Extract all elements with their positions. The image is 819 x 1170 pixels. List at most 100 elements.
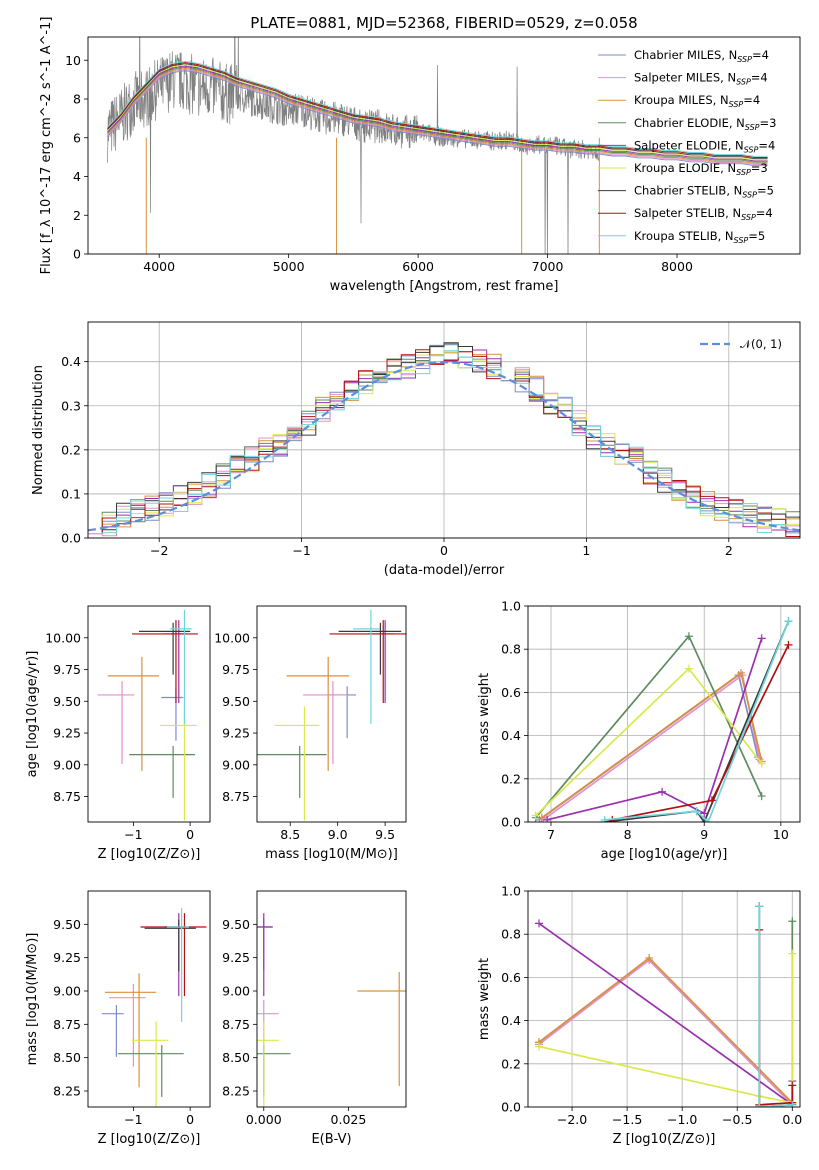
- x-tick-label: 9: [700, 827, 708, 842]
- model-spectrum-line: [107, 67, 768, 164]
- y-axis-label: mass [log10(M/M⊙)]: [25, 933, 40, 1066]
- x-tick-label: 8.5: [280, 827, 300, 842]
- mass-weight-marker: [543, 815, 552, 822]
- y-tick-label: 0.3: [61, 398, 81, 413]
- y-tick-label: 0.8: [501, 642, 521, 657]
- ticks-age_vs_Z: −1 0 8.75 9.00 9.25 9.50 9.75 10.00: [45, 630, 194, 842]
- y-tick-label: 8.25: [53, 1084, 81, 1099]
- legend-label: Salpeter MILES, NSSP=4: [634, 71, 768, 87]
- model-spectrum-line: [107, 65, 768, 162]
- mass-weight-line: [538, 958, 793, 1106]
- normal-curve: [88, 360, 800, 532]
- legend-label: Salpeter ELODIE, NSSP=4: [634, 138, 775, 154]
- y-tick-label: 6: [73, 130, 81, 145]
- model-spectrum-line: [107, 69, 768, 165]
- y-tick-label: 0: [73, 247, 81, 262]
- x-tick-label: 0.025: [331, 1112, 367, 1127]
- x-axis-label: Z [log10(Z/Z⊙)]: [613, 1132, 716, 1147]
- mass-weight-marker: [535, 1042, 544, 1051]
- plot-area-age_vs_mass: [257, 609, 406, 821]
- y-axis-label: age [log10(age/yr)]: [25, 651, 40, 778]
- mass-weight-marker: [784, 640, 793, 649]
- residual-legend: 𝒩(0, 1): [700, 337, 782, 351]
- mass-weight-marker: [755, 902, 764, 911]
- y-tick-label: 9.00: [222, 984, 250, 999]
- y-tick-label: 0.4: [501, 1013, 521, 1028]
- legend-label: Kroupa ELODIE, NSSP=3: [634, 161, 768, 177]
- axes-frame: [87, 890, 211, 1108]
- ticks-massweight_vs_Z: −2.0 −1.5 −1.0 −0.5 0.0 0.0 0.2 0.4 0.6 0.8 1.0: [501, 884, 802, 1128]
- mass-weight-marker: [788, 949, 797, 958]
- x-tick-label: 9.5: [375, 827, 395, 842]
- mass-weight-line: [538, 953, 794, 1104]
- axes-frame: [87, 605, 211, 823]
- ticks-mass_vs_EBV: 0.000 0.025 8.25 8.50 8.75 9.00 9.25 9.50: [222, 917, 366, 1127]
- plot-area-massweight_vs_age: [531, 617, 793, 822]
- y-tick-label: 9.25: [53, 726, 81, 741]
- y-tick-label: 9.50: [53, 917, 81, 932]
- y-tick-label: 8.25: [222, 1084, 250, 1099]
- y-tick-label: 9.25: [53, 950, 81, 965]
- model-spectrum-line: [107, 62, 768, 158]
- x-axis-label: E(B-V): [311, 1132, 351, 1147]
- mass-weight-marker: [692, 807, 701, 816]
- axes-frame: [527, 605, 801, 823]
- axes-frame: [256, 605, 407, 823]
- legend-label: Chabrier MILES, NSSP=4: [634, 48, 769, 64]
- y-tick-label: 8.50: [222, 1050, 250, 1065]
- panel-massweight_vs_Z: −2.0 −1.5 −1.0 −0.5 0.0 0.0 0.2 0.4 0.6 0.8 1.0 Z […: [477, 884, 802, 1148]
- y-tick-label: 8: [73, 92, 81, 107]
- residual-histogram: [88, 349, 800, 537]
- y-tick-label: 0.6: [501, 685, 521, 700]
- mass-weight-line: [604, 620, 790, 822]
- mass-weight-marker: [755, 1103, 764, 1107]
- mass-weight-marker: [704, 818, 713, 822]
- y-tick-label: 1.0: [501, 599, 521, 614]
- model-spectrum-line: [107, 70, 768, 167]
- residual-histogram: [88, 342, 800, 534]
- y-tick-label: 0.0: [501, 815, 521, 830]
- y-tick-label: 10.00: [45, 630, 81, 645]
- y-tick-label: 0.0: [501, 1100, 521, 1115]
- y-tick-label: 8.75: [222, 789, 250, 804]
- y-axis-label: mass weight: [477, 673, 492, 755]
- x-tick-label: −1.5: [612, 1112, 642, 1127]
- y-tick-label: 9.75: [53, 662, 81, 677]
- x-tick-label: 0: [186, 1112, 194, 1127]
- x-tick-label: 0: [440, 543, 448, 558]
- y-tick-label: 9.75: [222, 662, 250, 677]
- legend-label: Kroupa MILES, NSSP=4: [634, 93, 760, 109]
- ticks-age_vs_mass: 8.5 9.0 9.5 8.75 9.00 9.25 9.50 9.75 10.00: [214, 630, 395, 842]
- panel-age_vs_Z: −1 0 8.75 9.00 9.25 9.50 9.75 10.00 Z [log10(Z/Z…: [25, 605, 211, 862]
- mass-weight-marker: [788, 917, 797, 926]
- y-tick-label: 0.2: [61, 442, 81, 457]
- y-tick-label: 0.4: [61, 354, 81, 369]
- model-spectrum-line: [107, 63, 768, 160]
- x-axis-label: age [log10(age/yr)]: [601, 847, 728, 862]
- mass-weight-line: [542, 673, 761, 821]
- x-tick-label: 9.0: [328, 827, 348, 842]
- model-spectrum-line: [107, 60, 768, 157]
- x-tick-label: 5000: [273, 259, 305, 274]
- x-tick-label: 7: [547, 827, 555, 842]
- x-tick-label: 10: [773, 827, 789, 842]
- x-axis-label: Z [log10(Z/Z⊙)]: [98, 847, 201, 862]
- mass-weight-marker: [684, 632, 693, 641]
- y-tick-label: 9.00: [53, 984, 81, 999]
- y-tick-label: 9.00: [222, 757, 250, 772]
- plot-area-spectrum: [107, 37, 768, 254]
- x-tick-label: 2: [725, 543, 733, 558]
- model-spectrum-line: [107, 66, 768, 163]
- mass-weight-marker: [600, 815, 609, 822]
- y-tick-label: 10.00: [214, 630, 250, 645]
- panel-mass_vs_EBV: 0.000 0.025 8.25 8.50 8.75 9.00 9.25 9.50 E(B-V): [222, 890, 407, 1147]
- y-tick-label: 0.2: [501, 1056, 521, 1071]
- x-tick-label: 8000: [661, 259, 693, 274]
- y-tick-label: 9.25: [222, 726, 250, 741]
- y-axis-label: mass weight: [477, 958, 492, 1040]
- mass-weight-line: [538, 956, 793, 1104]
- x-tick-label: 0.000: [246, 1112, 282, 1127]
- x-tick-label: −1: [124, 827, 142, 842]
- panel-massweight_vs_age: 7 8 9 10 0.0 0.2 0.4 0.6 0.8 1.0 age [log10(age/yr…: [477, 599, 801, 862]
